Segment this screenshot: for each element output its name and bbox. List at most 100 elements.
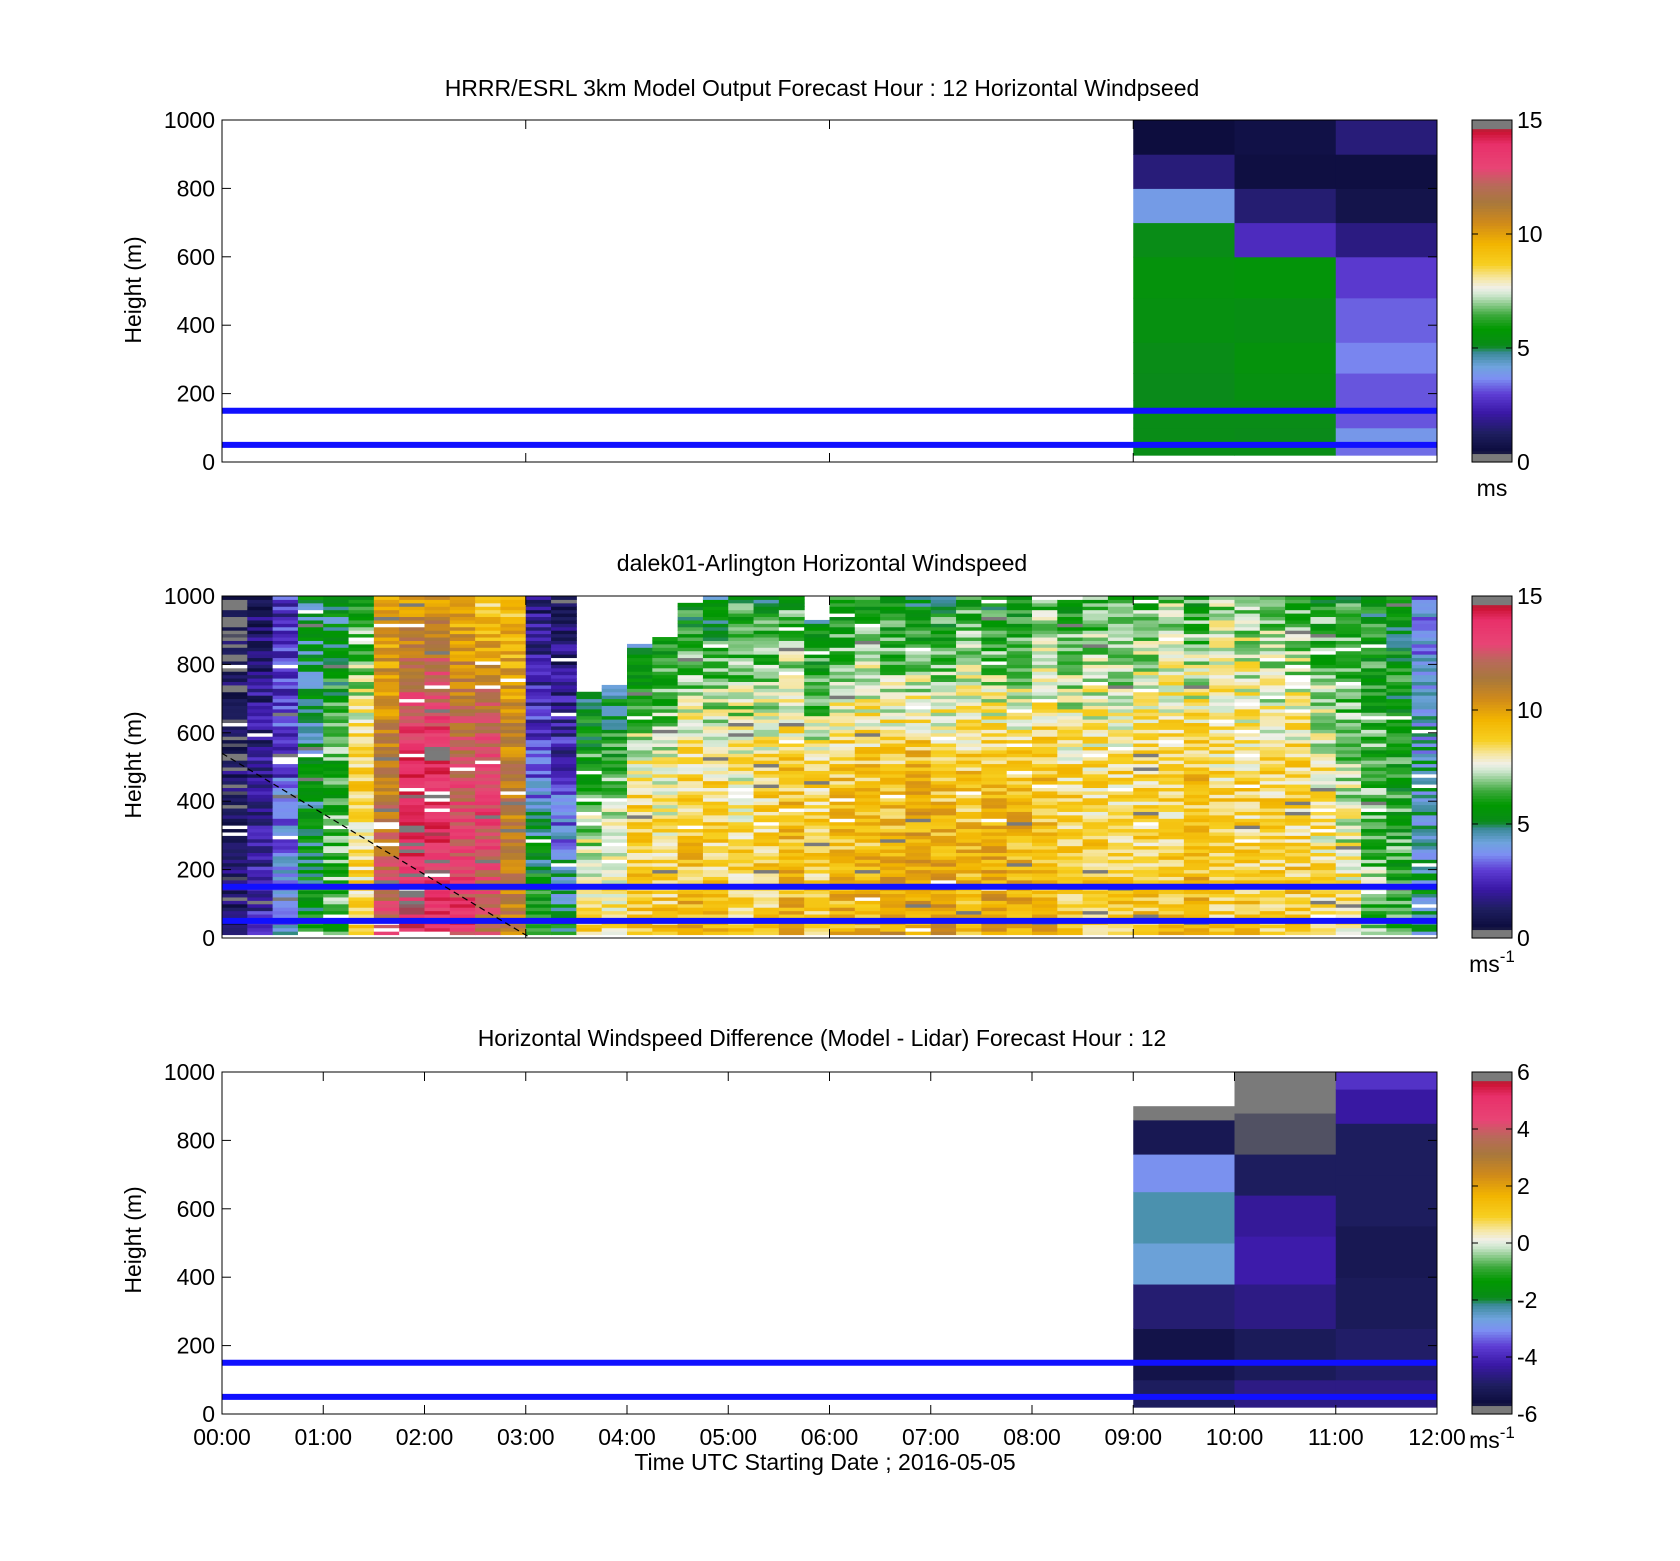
heatmap-cell xyxy=(348,896,375,901)
heatmap-cell xyxy=(348,647,375,652)
heatmap-cell xyxy=(1006,794,1033,799)
heatmap-cell xyxy=(1259,876,1286,881)
heatmap-cell xyxy=(449,879,476,884)
heatmap-cell xyxy=(1411,859,1438,864)
heatmap-cell xyxy=(1183,688,1210,693)
heatmap-cell xyxy=(702,743,729,747)
heatmap-cell xyxy=(1057,739,1084,744)
heatmap-cell xyxy=(424,596,451,600)
heatmap-cell xyxy=(399,804,425,809)
heatmap-cell xyxy=(373,821,400,826)
heatmap-cell xyxy=(1133,862,1160,867)
heatmap-cell xyxy=(880,900,906,905)
heatmap-cell xyxy=(1411,739,1438,744)
heatmap-cell xyxy=(1386,845,1413,850)
heatmap-cell xyxy=(1386,671,1413,676)
heatmap-cell xyxy=(1335,626,1362,631)
heatmap-cell xyxy=(1411,667,1438,672)
heatmap-cell xyxy=(1107,705,1134,710)
heatmap-cell xyxy=(1209,606,1235,611)
heatmap-cell xyxy=(1234,900,1261,905)
heatmap-cell xyxy=(247,746,274,751)
heatmap-cell xyxy=(475,825,501,830)
heatmap-cell xyxy=(475,678,501,682)
panel-1-title: HRRR/ESRL 3km Model Output Forecast Hour… xyxy=(445,75,1200,101)
heatmap-cell xyxy=(576,924,603,929)
heatmap-cell xyxy=(1285,725,1311,730)
heatmap-cell xyxy=(981,725,1008,730)
heatmap-cell xyxy=(399,797,425,802)
heatmap-cell xyxy=(1411,927,1438,932)
heatmap-cell xyxy=(1133,722,1160,727)
heatmap-cell xyxy=(576,736,603,741)
heatmap-cell xyxy=(905,623,932,628)
heatmap-cell xyxy=(905,804,932,809)
heatmap-cell xyxy=(500,838,527,843)
heatmap-cell xyxy=(1032,787,1058,792)
heatmap-cell xyxy=(1107,811,1134,816)
heatmap-cell xyxy=(1285,609,1311,614)
heatmap-cell xyxy=(1259,715,1286,720)
heatmap-cell xyxy=(627,896,653,901)
heatmap-cell xyxy=(1411,698,1438,703)
heatmap-cell xyxy=(1006,845,1033,850)
heatmap-cell xyxy=(1361,739,1387,744)
colorbar-segment xyxy=(1472,841,1512,845)
heatmap-cell xyxy=(677,678,704,682)
heatmap-cell xyxy=(677,657,704,662)
heatmap-cell xyxy=(272,599,299,604)
heatmap-cell xyxy=(1057,831,1084,836)
heatmap-cell xyxy=(880,623,906,628)
heatmap-cell xyxy=(1411,705,1438,710)
heatmap-cell xyxy=(323,715,350,720)
heatmap-cell xyxy=(348,931,375,936)
heatmap-cell xyxy=(449,903,476,908)
heatmap-cell xyxy=(1082,664,1109,669)
heatmap-cell xyxy=(677,667,704,672)
heatmap-cell xyxy=(601,828,628,833)
heatmap-cell xyxy=(272,777,299,782)
heatmap-cell xyxy=(880,630,906,635)
colorbar-segment xyxy=(1472,815,1512,819)
heatmap-cell xyxy=(1361,914,1387,918)
heatmap-cell xyxy=(1234,222,1337,258)
colorbar-segment xyxy=(1472,265,1512,269)
heatmap-cell xyxy=(905,660,932,665)
heatmap-cell xyxy=(930,705,957,710)
heatmap-cell xyxy=(1133,602,1160,607)
heatmap-cell xyxy=(475,831,501,836)
heatmap-cell xyxy=(1234,619,1261,624)
colorbar-segment xyxy=(1472,350,1512,355)
heatmap-cell xyxy=(778,739,805,744)
heatmap-cell xyxy=(222,616,248,621)
heatmap-cell xyxy=(475,691,501,696)
heatmap-cell xyxy=(424,684,451,689)
heatmap-cell xyxy=(323,753,350,758)
heatmap-cell xyxy=(702,804,729,809)
heatmap-cell xyxy=(981,722,1008,727)
heatmap-cell xyxy=(1310,650,1337,655)
heatmap-cell xyxy=(247,784,274,789)
heatmap-cell xyxy=(880,790,906,795)
heatmap-cell xyxy=(475,654,501,659)
heatmap-cell xyxy=(1234,739,1261,744)
heatmap-cell xyxy=(753,602,780,607)
heatmap-cell xyxy=(247,729,274,734)
heatmap-cell xyxy=(1335,808,1362,812)
heatmap-cell xyxy=(804,715,830,720)
heatmap-cell xyxy=(297,896,324,901)
colorbar-segment xyxy=(1472,918,1512,922)
heatmap-cell xyxy=(880,869,906,874)
heatmap-cell xyxy=(854,736,881,741)
heatmap-cell xyxy=(475,903,501,908)
heatmap-cell xyxy=(880,729,906,734)
heatmap-cell xyxy=(551,719,577,724)
heatmap-cell xyxy=(854,756,881,761)
heatmap-cell xyxy=(500,790,527,795)
heatmap-cell xyxy=(247,831,274,836)
heatmap-cell xyxy=(677,681,704,686)
heatmap-cell xyxy=(1411,910,1438,915)
heatmap-cell xyxy=(373,647,400,652)
heatmap-cell xyxy=(702,811,729,816)
heatmap-cell xyxy=(1183,671,1210,676)
